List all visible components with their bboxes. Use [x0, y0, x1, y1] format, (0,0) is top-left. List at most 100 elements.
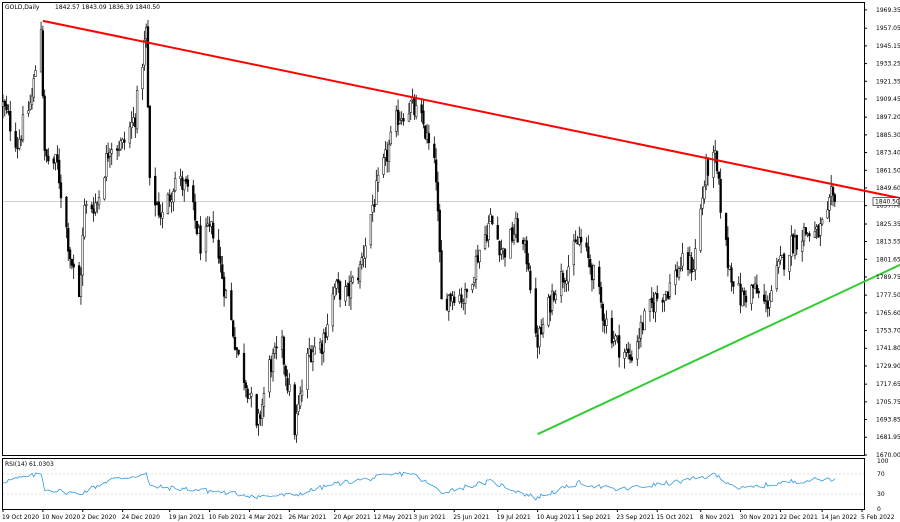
- candle-body: [237, 349, 240, 355]
- candle-body: [666, 291, 670, 299]
- candle-body: [280, 336, 284, 350]
- candle-body: [181, 177, 184, 190]
- candle-body: [427, 133, 431, 144]
- candle-body: [474, 256, 478, 280]
- candle-body: [333, 286, 336, 297]
- candle-body: [732, 281, 735, 287]
- candle-body: [172, 191, 175, 203]
- candle-body: [235, 347, 238, 350]
- candle-body: [155, 203, 159, 205]
- candle-body: [547, 297, 550, 326]
- candle-body: [72, 263, 75, 268]
- candle-body: [485, 234, 489, 241]
- candle-body: [690, 257, 693, 273]
- candle-body: [27, 110, 30, 114]
- candle-body: [413, 98, 416, 116]
- candle-body: [724, 212, 728, 240]
- candle-body: [217, 239, 220, 259]
- candle-body: [425, 132, 429, 140]
- candle-body: [692, 269, 695, 272]
- candle-body: [324, 332, 327, 339]
- candle-body: [244, 382, 247, 389]
- candle-body: [565, 280, 568, 285]
- x-tick-label: 15 Oct 2021: [656, 514, 693, 521]
- candle-body: [58, 159, 61, 184]
- candle-body: [21, 114, 25, 141]
- candle-body: [656, 293, 659, 299]
- candle-body: [262, 393, 266, 407]
- candle-body: [295, 413, 298, 436]
- candle-body: [572, 240, 576, 265]
- candle-body: [706, 158, 710, 176]
- candle-body: [186, 179, 189, 187]
- candle-body: [445, 298, 449, 311]
- candle-body: [41, 30, 45, 97]
- candle-body: [623, 352, 626, 359]
- candle-body: [396, 109, 400, 125]
- candle-body: [730, 267, 733, 283]
- candle-body: [382, 157, 385, 175]
- x-tick-label: 26 Mar 2021: [288, 514, 326, 521]
- candle-body: [232, 320, 235, 337]
- x-tick-label: 8 Nov 2021: [700, 514, 735, 521]
- candle-body: [788, 254, 791, 272]
- candle-body: [610, 318, 614, 344]
- candle-body: [230, 290, 233, 320]
- candle-body: [589, 258, 592, 268]
- candle-body: [714, 150, 717, 154]
- candle-body: [219, 255, 222, 264]
- candle-body: [527, 263, 530, 270]
- candle-body: [179, 175, 182, 180]
- y-tick-label: 1957.05: [876, 25, 900, 32]
- candle-body: [154, 175, 157, 206]
- candle-body: [110, 149, 113, 154]
- candle-body: [540, 327, 543, 335]
- current-price-tag: [872, 197, 900, 206]
- candle-body: [387, 144, 391, 163]
- candle-body: [498, 241, 501, 256]
- support-trendline: [537, 263, 900, 436]
- x-tick-label: 14 Jan 2022: [821, 514, 857, 521]
- x-tick-label: 22 Dec 2021: [779, 514, 818, 521]
- candle-body: [828, 197, 831, 211]
- candle-body: [719, 179, 722, 213]
- y-tick-label: 1969.35: [876, 7, 900, 14]
- candle-body: [806, 233, 809, 235]
- candle-body: [699, 208, 702, 251]
- candle-body: [184, 178, 188, 182]
- candle-body: [770, 290, 773, 302]
- candle-body: [755, 284, 759, 294]
- x-tick-label: 19 Oct 2020: [2, 514, 39, 521]
- x-tick-label: 23 Sep 2021: [616, 514, 654, 521]
- candle-body: [166, 193, 170, 214]
- candle-body: [309, 349, 313, 362]
- y-tick-label: 1705.75: [876, 399, 900, 406]
- candle-body: [598, 266, 601, 287]
- candle-body: [523, 240, 527, 245]
- candle-body: [398, 120, 402, 124]
- candle-body: [43, 95, 46, 151]
- candle-body: [9, 111, 12, 132]
- candle-body: [487, 223, 490, 240]
- candle-body: [157, 201, 161, 216]
- candle-body: [121, 139, 124, 144]
- x-tick-label: 19 Jul 2021: [497, 514, 531, 521]
- candle-body: [686, 252, 690, 270]
- candle-body: [384, 149, 387, 158]
- candle-body: [538, 328, 541, 347]
- candle-body: [561, 273, 565, 283]
- candle-body: [204, 225, 208, 253]
- rsi-line: [2, 471, 836, 501]
- candle-body: [795, 234, 798, 250]
- candle-body: [460, 294, 463, 303]
- candle-body: [146, 26, 150, 108]
- candle-body: [768, 300, 771, 308]
- candle-body: [726, 237, 730, 268]
- candle-body: [781, 255, 784, 258]
- candle-body: [641, 322, 644, 331]
- candle-body: [574, 239, 577, 243]
- candle-body: [351, 277, 354, 283]
- candle-body: [39, 29, 43, 73]
- candle-body: [739, 283, 742, 306]
- rsi-level-30: 30: [877, 491, 885, 498]
